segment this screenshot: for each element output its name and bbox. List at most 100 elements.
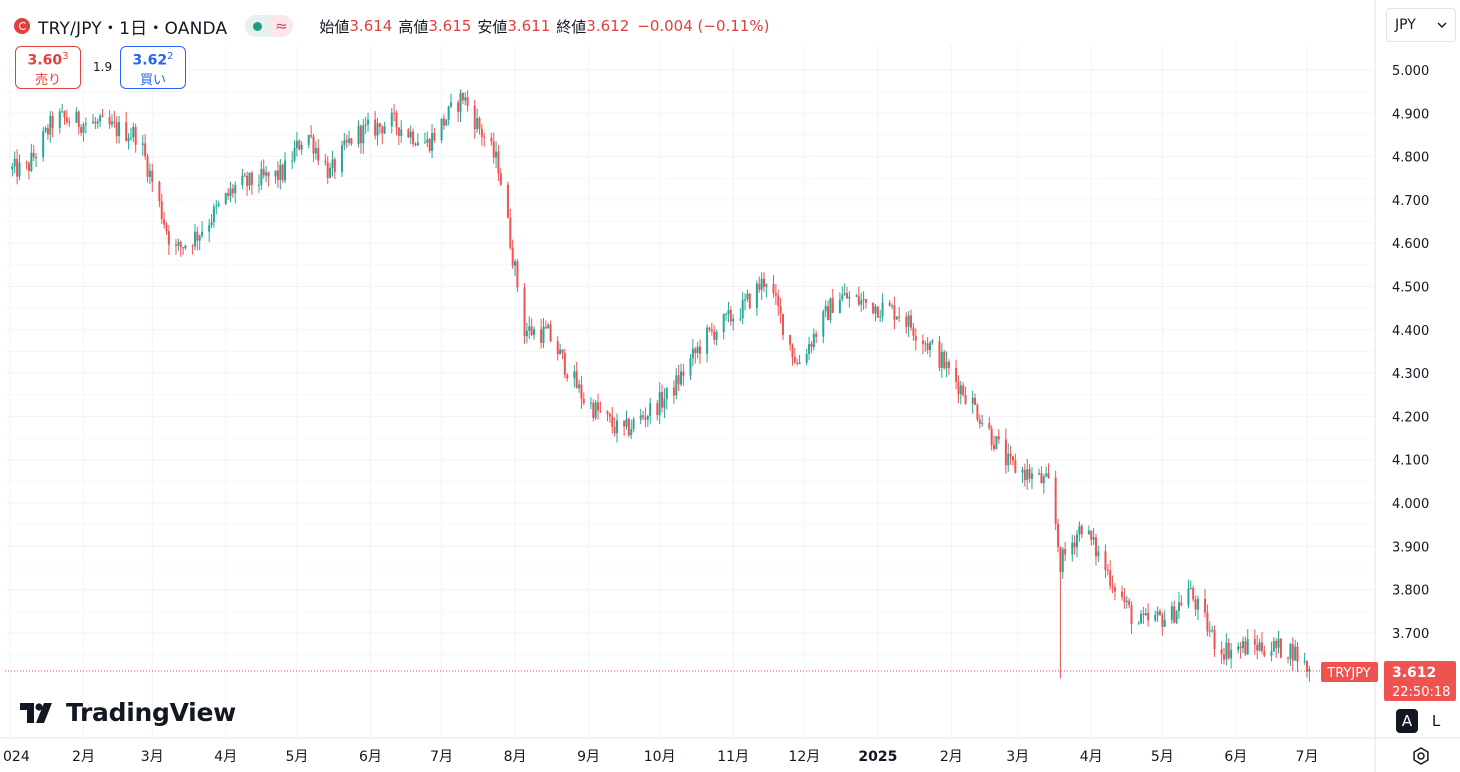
candle [281,163,284,183]
candle [760,272,763,301]
currency-value: JPY [1395,17,1416,33]
symbol-tag-text: TRYJPY [1326,666,1370,681]
candle [193,224,196,251]
candle [623,420,626,437]
candle [148,163,151,185]
candle [698,339,701,364]
candle [125,112,128,142]
candle [1026,458,1029,490]
candle [1303,652,1306,665]
candle [924,340,927,352]
candle [473,99,476,139]
candle [182,247,185,255]
auto-scale-button[interactable]: A [1396,709,1418,733]
candle [376,117,379,146]
candle [874,304,877,322]
candle [589,397,592,410]
candle [1246,629,1249,656]
candle [746,289,749,302]
candle [1196,595,1199,621]
candle [442,114,445,131]
candle [400,120,403,143]
buy-button[interactable]: 3.622 買い [120,46,186,89]
candle [971,390,974,414]
sell-price: 3.60 [27,52,63,69]
candle [976,403,979,422]
y-tick-label: 3.700 [1392,627,1429,642]
candle [1154,610,1157,623]
ohlc-high-value: 3.615 [428,17,472,35]
candle [378,122,381,135]
candle [144,134,147,160]
candle [16,149,19,185]
candle [1128,597,1131,609]
candle [260,160,263,190]
tradingview-logo[interactable]: TradingView [20,698,236,727]
last-price-tag: 3.612 22:50:18 [1384,661,1456,702]
candle [644,407,647,428]
candle [423,132,426,144]
candle [163,211,166,229]
candle [912,322,915,341]
candle [914,328,917,351]
candle [656,399,659,421]
candle [978,414,981,429]
candle [440,118,443,144]
candle [246,171,249,196]
candle [13,151,16,174]
candle [457,99,460,122]
ohlc-close-label: 終値 [556,17,587,36]
candle [815,330,818,344]
candle [91,114,94,124]
candle [381,125,384,145]
candle [613,417,616,437]
candle [1047,463,1050,479]
candle [791,343,794,366]
candle [677,364,680,392]
sell-button[interactable]: 3.603 売り [15,46,81,89]
settings-gear-icon[interactable] [1411,746,1431,766]
candle [827,300,830,321]
candle [1061,546,1064,579]
candle [841,286,844,302]
candle [450,93,453,109]
candle [314,141,317,160]
log-scale-button[interactable]: L [1431,712,1441,730]
candle [964,386,967,406]
x-tick-label: 9月 [577,749,600,765]
candle [82,121,85,142]
candle [1071,534,1074,562]
candle [1130,601,1133,634]
currency-selector[interactable]: JPY [1386,8,1456,42]
candle [364,116,367,135]
candle [1097,545,1100,562]
candle [997,429,1000,444]
candle [492,132,495,164]
candle [110,114,113,128]
candle [1007,443,1010,472]
candle [433,127,436,143]
candle [1177,592,1180,619]
candle [864,298,867,309]
symbol-title[interactable]: TRY/JPY・1日・OANDA [38,18,228,39]
candle [509,208,512,250]
candle [672,380,675,404]
candle [1287,656,1290,664]
candle [710,322,713,336]
candle [1140,610,1143,624]
candle [196,226,199,251]
candle [895,315,898,320]
candle [744,293,747,311]
candle [905,312,908,334]
candle [1260,631,1263,654]
candle [1106,564,1109,576]
candle [1158,608,1161,617]
candle [447,105,450,126]
candle [1192,585,1195,602]
candle [208,218,211,243]
market-status[interactable]: ≈ [245,15,294,37]
candle [160,193,163,224]
candle [725,312,728,322]
candle [1244,636,1247,657]
